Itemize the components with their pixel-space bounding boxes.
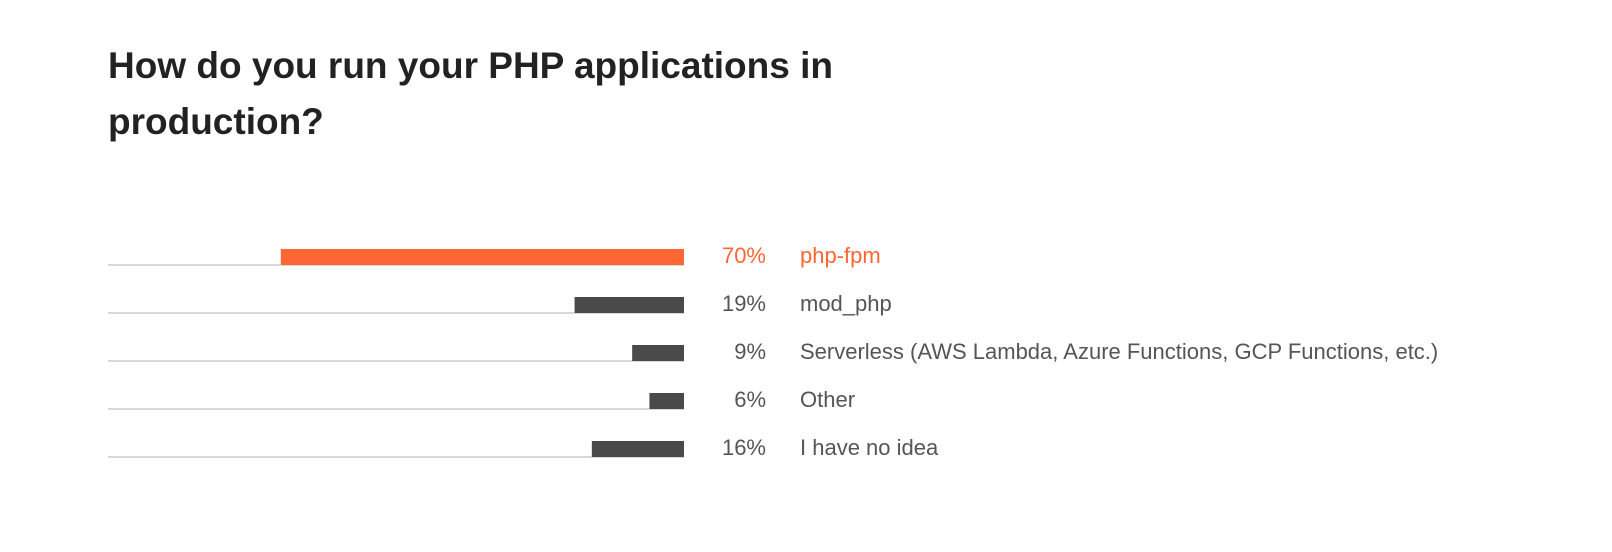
value-label: 19%	[722, 291, 766, 316]
value-label: 9%	[734, 339, 766, 364]
value-label: 6%	[734, 387, 766, 412]
category-label: Serverless (AWS Lambda, Azure Functions,…	[800, 339, 1438, 364]
bar	[649, 393, 684, 409]
chart-title: How do you run your PHP applications in …	[108, 45, 833, 142]
category-label: Other	[800, 387, 855, 412]
category-label: php-fpm	[800, 243, 881, 268]
bar	[574, 297, 684, 313]
bar	[280, 249, 684, 265]
value-label: 16%	[722, 435, 766, 460]
category-label: mod_php	[800, 291, 892, 316]
value-label: 70%	[722, 243, 766, 268]
category-label: I have no idea	[800, 435, 939, 460]
bar	[632, 345, 684, 361]
bar	[591, 441, 684, 457]
